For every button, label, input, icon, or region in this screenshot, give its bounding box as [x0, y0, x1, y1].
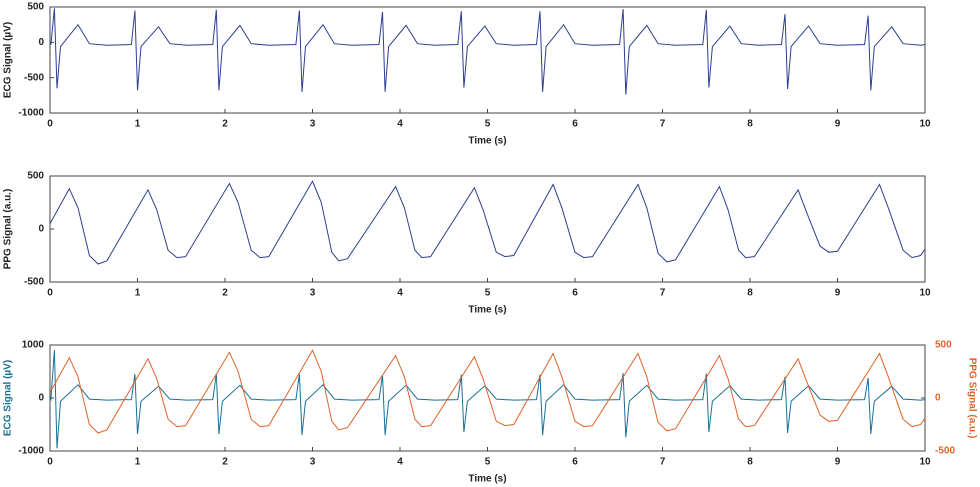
y-tick-label: -500	[24, 277, 44, 288]
x-tick-label: 1	[135, 288, 141, 299]
x-tick-label: 0	[47, 457, 53, 468]
y-tick-label: 500	[27, 2, 44, 13]
y-tick-label: -1000	[18, 108, 44, 119]
x-tick-label: 7	[660, 119, 666, 130]
series-line	[49, 350, 926, 449]
plot-frame	[49, 344, 926, 452]
y-tick-label: 0	[38, 37, 44, 48]
x-tick-label: 5	[485, 457, 491, 468]
y-tick-label: 500	[27, 171, 44, 182]
y2-axis-label: PPG Signal (a.u.)	[966, 358, 977, 439]
x-tick-label: 3	[310, 119, 316, 130]
x-tick-label: 0	[47, 288, 53, 299]
x-tick-label: 9	[835, 288, 841, 299]
x-tick-label: 10	[919, 288, 931, 299]
x-tick-label: 4	[397, 119, 403, 130]
y2-tick-label: 500	[935, 340, 952, 351]
x-tick-label: 10	[919, 119, 931, 130]
y2-tick-label: 0	[935, 393, 941, 404]
x-tick-label: 10	[919, 457, 931, 468]
series-line	[49, 8, 926, 95]
x-tick-label: 1	[135, 457, 141, 468]
x-tick-label: 9	[835, 457, 841, 468]
x-tick-label: 4	[397, 288, 403, 299]
x-tick-label: 2	[222, 119, 228, 130]
x-tick-label: 3	[310, 288, 316, 299]
x-tick-label: 6	[572, 288, 578, 299]
x-tick-label: 7	[660, 288, 666, 299]
x-tick-label: 4	[397, 457, 403, 468]
x-tick-label: 9	[835, 119, 841, 130]
y-axis-label: ECG Signal (µV)	[3, 360, 14, 436]
x-axis-label: Time (s)	[468, 136, 506, 147]
x-tick-label: 8	[747, 457, 753, 468]
x-tick-label: 7	[660, 457, 666, 468]
x-tick-label: 6	[572, 457, 578, 468]
y-tick-label: 0	[38, 393, 44, 404]
y-tick-label: 1000	[22, 340, 45, 351]
y-axis-label: PPG Signal (a.u.)	[3, 189, 14, 270]
x-tick-label: 8	[747, 288, 753, 299]
x-tick-label: 5	[485, 288, 491, 299]
plot-frame	[49, 6, 926, 114]
series-line	[49, 180, 926, 265]
x-axis-label: Time (s)	[468, 305, 506, 316]
y-tick-label: -1000	[18, 446, 44, 457]
x-tick-label: 0	[47, 119, 53, 130]
x-tick-label: 2	[222, 457, 228, 468]
x-tick-label: 2	[222, 288, 228, 299]
x-axis-label: Time (s)	[468, 474, 506, 485]
y-axis-label: ECG Signal (µV)	[3, 22, 14, 98]
x-tick-label: 6	[572, 119, 578, 130]
x-tick-label: 8	[747, 119, 753, 130]
x-tick-label: 5	[485, 119, 491, 130]
y-tick-label: 0	[38, 224, 44, 235]
x-tick-label: 1	[135, 119, 141, 130]
series-line	[49, 349, 926, 434]
y2-tick-label: -500	[935, 446, 955, 457]
y-tick-label: -500	[24, 72, 44, 83]
x-tick-label: 3	[310, 457, 316, 468]
plot-frame	[49, 175, 926, 283]
